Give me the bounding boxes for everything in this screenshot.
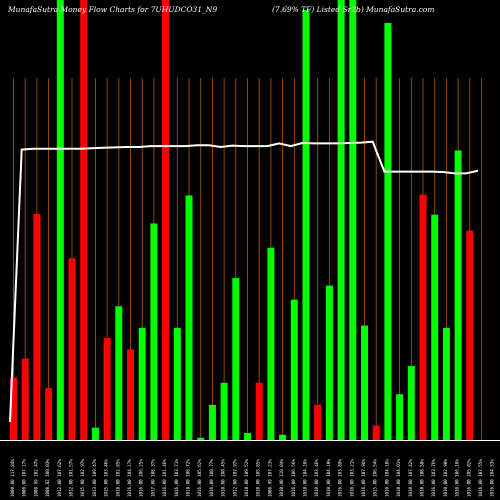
bar-down: [255, 382, 263, 440]
x-tick-label: 1010.00 102.90%: [443, 459, 448, 497]
x-tick-label: 1010.00 103.46%: [314, 459, 319, 497]
x-tick-label: 1016.00 105.62%: [197, 459, 202, 497]
bar-up: [349, 0, 357, 440]
bar-down: [68, 258, 76, 440]
chart-source: (7.69% TF) Listed Sr2b) MunafaSutra.com: [272, 5, 434, 14]
bar-up: [396, 394, 404, 440]
x-tick-label: 1010.00 108.58%: [420, 459, 425, 497]
x-tick-label: 1010.00 104.18%: [384, 459, 389, 497]
bar-down: [10, 377, 17, 440]
bar-down: [466, 230, 474, 440]
x-tick-label: 1010.00 104.28%: [303, 459, 308, 497]
bar-up: [431, 214, 439, 440]
bar-up: [384, 22, 392, 441]
x-tick-label: 1010.00 100.45%: [221, 459, 226, 497]
bar-up: [454, 150, 462, 440]
chart-title: MunafaSutra Money Flow Charts for 7UHUDC…: [7, 5, 217, 14]
bar-up: [290, 299, 298, 440]
x-tick-label: 1010.00 103.21%: [349, 459, 354, 497]
bar-up: [173, 327, 181, 440]
x-tick-label: 1016.00 101.46%: [162, 459, 167, 497]
bar-up: [91, 427, 99, 440]
x-tick-label: 1015.00 102.97%: [80, 459, 85, 497]
bar-series: [10, 0, 474, 441]
x-tick-label: 1012.00 107.97%: [232, 459, 237, 497]
x-tick-label: 1018.00 102.85%: [115, 459, 120, 497]
x-tick-label: 1016.00 107.55%: [478, 459, 483, 497]
x-tick-label: 1017.00 108.37%: [150, 459, 155, 497]
bar-up: [337, 0, 345, 440]
bar-down: [314, 404, 322, 440]
x-tick-label: 1016.00 106.25%: [139, 459, 144, 497]
x-tick-label: 1000.00 117.84%: [10, 459, 15, 497]
bar-up: [325, 285, 333, 440]
bar-up: [138, 327, 146, 440]
x-tick-label: 1016.00 104.17%: [127, 459, 132, 497]
bar-down: [103, 337, 111, 440]
x-tick-label: 1016.00 100.77%: [209, 459, 214, 497]
x-tick-label: 1016.00 107.96%: [361, 459, 366, 497]
money-flow-line: [9, 140, 479, 423]
bar-down: [45, 388, 53, 440]
bar-down: [33, 213, 41, 440]
x-tick-label: 1010.00 106.18%: [455, 459, 460, 497]
bar-up: [56, 0, 64, 440]
x-tick-label: 1008.99 102.47%: [33, 459, 38, 497]
x-tick-label: 1010.00 110.04%: [279, 459, 284, 497]
x-tick-label: 1010.00 109.52%: [244, 459, 249, 497]
bar-up: [302, 10, 310, 440]
bar-up: [185, 195, 193, 440]
x-tick-label: 1016.00 103.76%: [431, 459, 436, 497]
x-tick-label: 1015.00 106.54%: [373, 459, 378, 497]
bar-up: [232, 278, 240, 440]
bar-down: [162, 0, 170, 440]
bar-up: [197, 437, 205, 440]
x-tick-label: 1008.99 107.23%: [267, 459, 272, 497]
x-tick-label: 1000.00 107.17%: [22, 459, 27, 497]
bar-down: [419, 194, 427, 440]
x-tick-label: 1018.00 108.72%: [186, 459, 191, 497]
x-tick-label: 1016.00 106.56%: [291, 459, 296, 497]
x-tick-label: 1015.00 103.46%: [104, 459, 109, 497]
x-tick-label: 1010.00 104.10%: [326, 459, 331, 497]
x-tick-labels: 1000.00 117.84% 1000.00 107.17% 1008.99 10…: [10, 459, 495, 497]
bar-up: [267, 247, 275, 440]
bar-down: [80, 0, 88, 440]
bar-up: [407, 366, 415, 440]
x-tick-label: 1016.00 105.02%: [466, 459, 471, 497]
x-tick-label: 1013.00 109.47%: [92, 459, 97, 497]
x-tick-label: 1012.00 107.62%: [57, 459, 62, 497]
bar-down: [372, 425, 380, 440]
bar-up: [361, 325, 368, 440]
bar-up: [244, 433, 251, 440]
x-tick-label: 1016.00 103.71%: [174, 459, 179, 497]
bar-up: [442, 327, 450, 440]
bar-up: [150, 223, 158, 440]
bar-up: [220, 382, 228, 440]
x-tick-label: 1010.00 107.42%: [408, 459, 413, 497]
bar-up: [115, 306, 123, 440]
bar-down: [127, 349, 134, 440]
x-tick-label: 1016.00 103.89%: [338, 459, 343, 497]
x-tick-label: 1012.00 101.57%: [69, 459, 74, 497]
bar-up: [208, 404, 216, 440]
x-tick-label: 1016.00 104.53%: [490, 459, 495, 497]
bar-up: [279, 434, 287, 440]
x-tick-label: 1010.00 105.85%: [256, 459, 261, 497]
x-tick-label: 1010.00 104.01%: [396, 459, 401, 497]
x-tick-label: 1008.82 100.03%: [45, 459, 50, 497]
bar-down: [21, 358, 29, 440]
